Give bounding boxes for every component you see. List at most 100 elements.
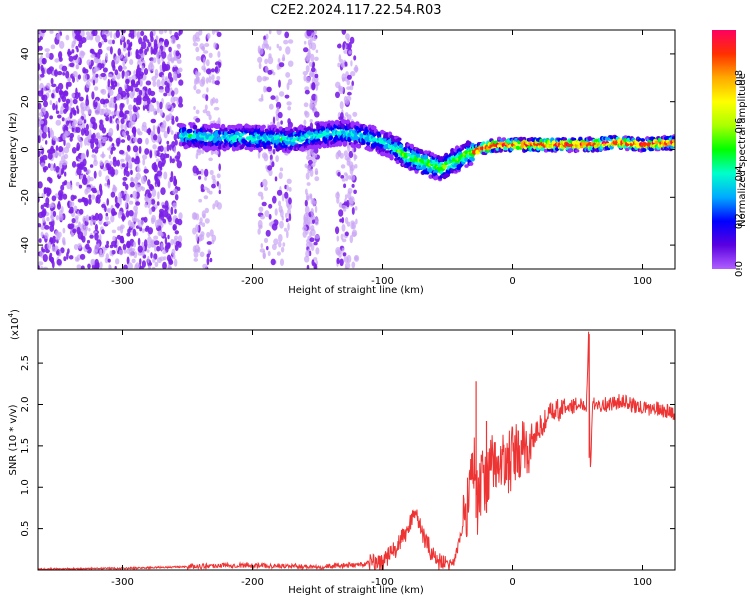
- heatmap-noise-cell: [132, 190, 138, 199]
- heatmap-noise-cell: [135, 54, 142, 60]
- heatmap-noise-cell: [159, 109, 164, 117]
- heatmap-noise-cell: [57, 71, 63, 76]
- heatmap-noise-cell: [125, 183, 129, 190]
- heatmap-noise-cell: [39, 145, 43, 152]
- heatmap-ridge-cell: [575, 149, 580, 153]
- heatmap-noise-cell: [83, 127, 87, 134]
- heatmap-noise-cell: [89, 164, 94, 168]
- heatmap-noise-cell: [107, 39, 114, 45]
- heatmap-noise-cell: [61, 65, 68, 72]
- heatmap-noise-cell: [76, 257, 80, 262]
- heatmap-noise-cell: [202, 213, 206, 219]
- heatmap-ridge-cell: [239, 132, 244, 137]
- heatmap-noise-cell: [168, 144, 172, 151]
- heatmap-ridge-cell: [275, 134, 280, 140]
- heatmap-noise-cell: [260, 214, 265, 220]
- heatmap-noise-cell: [45, 197, 50, 205]
- heatmap-noise-cell: [306, 57, 310, 64]
- heatmap-noise-cell: [116, 93, 122, 101]
- heatmap-noise-cell: [215, 66, 219, 73]
- heatmap-noise-cell: [38, 238, 42, 243]
- heatmap-noise-cell: [308, 72, 314, 77]
- snr-frame: [37, 329, 676, 571]
- heatmap-noise-cell: [117, 48, 122, 56]
- heatmap-noise-cell: [91, 91, 95, 100]
- heatmap-noise-cell: [58, 213, 64, 221]
- heatmap-noise-cell: [169, 77, 174, 83]
- heatmap-noise-cell: [48, 52, 54, 60]
- heatmap-noise-cell: [277, 58, 281, 63]
- heatmap-noise-cell: [86, 239, 91, 244]
- heatmap-noise-cell: [161, 74, 165, 80]
- heatmap-noise-cell: [148, 262, 153, 266]
- colorbar-tick-label: 0.0: [734, 261, 745, 277]
- heatmap-noise-cell: [128, 42, 133, 48]
- heatmap-noise-cell: [90, 116, 96, 125]
- heatmap-noise-cell: [175, 116, 179, 123]
- heatmap-noise-cell: [55, 119, 62, 126]
- heatmap-noise-cell: [50, 215, 55, 222]
- heatmap-noise-cell: [310, 197, 314, 205]
- heatmap-noise-cell: [201, 46, 205, 51]
- heatmap-noise-cell: [275, 95, 279, 102]
- heatmap-noise-cell: [111, 74, 116, 82]
- heatmap-noise-cell: [218, 61, 222, 68]
- heatmap-noise-cell: [137, 245, 143, 253]
- heatmap-noise-cell: [46, 67, 52, 75]
- heatmap-noise-cell: [110, 146, 116, 151]
- heatmap-noise-cell: [123, 249, 127, 254]
- heatmap-noise-cell: [62, 160, 68, 166]
- heatmap-noise-cell: [266, 86, 272, 93]
- heatmap-noise-cell: [206, 253, 210, 258]
- y-tick-label: 2.5: [20, 355, 31, 371]
- colorbar-tick-label: 0.2: [734, 213, 745, 229]
- heatmap-noise-cell: [154, 244, 157, 252]
- heatmap-noise-cell: [72, 228, 77, 234]
- heatmap-noise-cell: [195, 56, 201, 61]
- heatmap-noise-cell: [192, 42, 199, 47]
- heatmap-noise-cell: [306, 182, 311, 186]
- heatmap-noise-cell: [263, 85, 267, 93]
- heatmap-ridge-cell: [415, 152, 421, 158]
- heatmap-noise-cell: [143, 68, 149, 75]
- heatmap-noise-cell: [141, 228, 145, 233]
- y-tick-label: -20: [20, 189, 31, 205]
- heatmap-noise-cell: [56, 250, 60, 255]
- heatmap-noise-cell: [77, 243, 82, 249]
- heatmap-noise-cell: [306, 148, 312, 157]
- heatmap-noise-cell: [62, 193, 68, 200]
- heatmap-ridge-cell: [345, 119, 351, 125]
- heatmap-noise-cell: [150, 199, 156, 205]
- heatmap-noise-cell: [51, 195, 57, 202]
- heatmap-noise-cell: [147, 204, 150, 209]
- heatmap-noise-cell: [52, 89, 56, 94]
- heatmap-noise-cell: [85, 214, 90, 223]
- heatmap-noise-cell: [147, 255, 150, 264]
- heatmap-noise-cell: [173, 87, 179, 95]
- heatmap-noise-cell: [272, 195, 277, 204]
- colorbar-tick-label: 0.4: [734, 165, 745, 181]
- heatmap-noise-cell: [118, 65, 123, 72]
- heatmap-noise-cell: [56, 232, 60, 239]
- heatmap-noise-cell: [164, 200, 169, 209]
- heatmap-noise-cell: [345, 33, 350, 40]
- heatmap-noise-cell: [131, 258, 136, 264]
- heatmap-noise-cell: [265, 33, 269, 40]
- heatmap-noise-cell: [162, 261, 167, 269]
- heatmap-noise-cell: [69, 62, 75, 68]
- heatmap-noise-cell: [267, 250, 271, 257]
- heatmap-noise-cell: [59, 110, 64, 115]
- y-tick-label: 40: [20, 48, 31, 61]
- heatmap-noise-cell: [264, 58, 268, 65]
- heatmap-noise-cell: [310, 214, 316, 221]
- heatmap-noise-cell: [71, 92, 76, 98]
- heatmap-noise-cell: [59, 160, 63, 165]
- heatmap-noise-cell: [108, 137, 113, 142]
- heatmap-noise-cell: [171, 158, 175, 164]
- heatmap-noise-cell: [98, 41, 102, 49]
- heatmap-noise-cell: [88, 197, 92, 205]
- heatmap-ridge-cell: [337, 140, 343, 145]
- heatmap-noise-cell: [55, 110, 60, 114]
- heatmap-noise-cell: [150, 46, 154, 55]
